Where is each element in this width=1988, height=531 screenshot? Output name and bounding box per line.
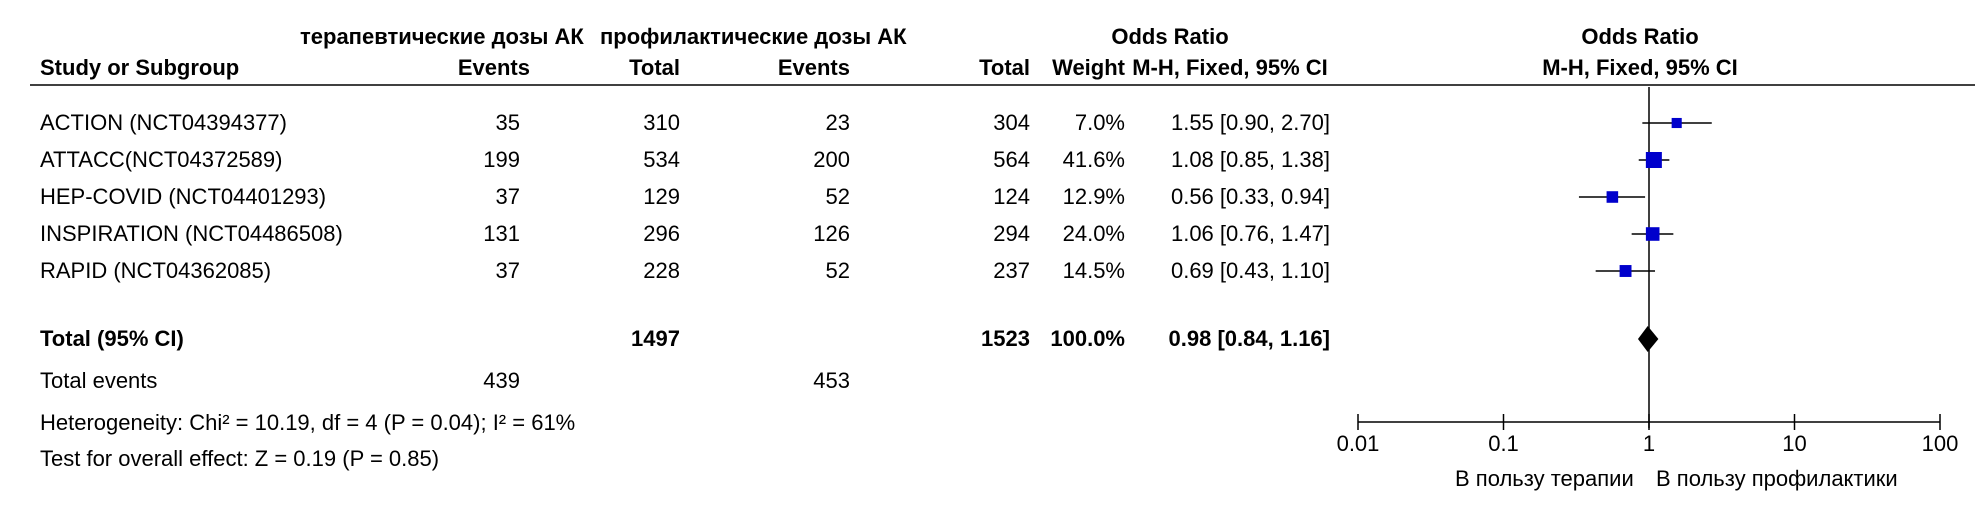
pooled-diamond bbox=[1637, 326, 1659, 352]
events1-cell: 199 bbox=[483, 147, 520, 172]
group1-header: терапевтические дозы АК bbox=[300, 24, 584, 49]
total2-cell: 237 bbox=[993, 258, 1030, 283]
events2-cell: 200 bbox=[813, 147, 850, 172]
weight-cell: 24.0% bbox=[1062, 221, 1125, 246]
events2-cell: 52 bbox=[825, 184, 850, 209]
total-events-label: Total events bbox=[40, 368, 158, 393]
study-header: Study or Subgroup bbox=[40, 55, 240, 80]
or-ci-cell: 1.55 [0.90, 2.70] bbox=[1170, 110, 1330, 135]
total1-cell: 228 bbox=[643, 258, 680, 283]
x-tick-label: 1 bbox=[1643, 431, 1655, 456]
study-name: HEP-COVID (NCT04401293) bbox=[40, 184, 327, 209]
heterogeneity-text: Heterogeneity: Chi² = 10.19, df = 4 (P =… bbox=[40, 410, 576, 435]
study-marker bbox=[1671, 117, 1682, 129]
events1-cell: 37 bbox=[495, 184, 520, 209]
x-tick-label: 0.01 bbox=[1337, 431, 1380, 456]
total1-cell: 129 bbox=[643, 184, 680, 209]
or-plot-subheader: M-H, Fixed, 95% CI bbox=[1542, 55, 1738, 80]
total1-header: Total bbox=[629, 55, 680, 80]
total-label: Total (95% CI) bbox=[40, 326, 184, 351]
weight-cell: 14.5% bbox=[1062, 258, 1125, 283]
or-ci-cell: 1.08 [0.85, 1.38] bbox=[1170, 147, 1330, 172]
or-table-subheader: M-H, Fixed, 95% CI bbox=[1132, 55, 1328, 80]
study-marker bbox=[1645, 152, 1662, 168]
total1-cell: 534 bbox=[643, 147, 680, 172]
or-plot-header: Odds Ratio bbox=[1581, 24, 1699, 49]
total2-cell: 304 bbox=[993, 110, 1030, 135]
total1-cell: 296 bbox=[643, 221, 680, 246]
events2-cell: 52 bbox=[825, 258, 850, 283]
weight-cell: 12.9% bbox=[1062, 184, 1125, 209]
or-ci-cell: 0.69 [0.43, 1.10] bbox=[1170, 258, 1330, 283]
overall-effect-text: Test for overall effect: Z = 0.19 (P = 0… bbox=[40, 446, 440, 471]
study-name: RAPID (NCT04362085) bbox=[40, 258, 272, 283]
x-tick-label: 0.1 bbox=[1488, 431, 1519, 456]
study-marker bbox=[1645, 227, 1660, 241]
or-table-header: Odds Ratio bbox=[1111, 24, 1229, 49]
study-name: ACTION (NCT04394377) bbox=[40, 110, 287, 135]
study-name: INSPIRATION (NCT04486508) bbox=[40, 221, 343, 246]
or-ci-cell: 0.56 [0.33, 0.94] bbox=[1170, 184, 1330, 209]
favours-right-label: В пользу профилактики bbox=[1656, 466, 1898, 491]
total2-cell: 564 bbox=[993, 147, 1030, 172]
weight-cell: 7.0% bbox=[1074, 110, 1125, 135]
total2-header: Total bbox=[979, 55, 1030, 80]
group2-header: профилактические дозы АК bbox=[600, 24, 907, 49]
events1-cell: 35 bbox=[495, 110, 520, 135]
favours-left-label: В пользу терапии bbox=[1455, 466, 1634, 491]
total2-cell: 294 bbox=[993, 221, 1030, 246]
total-weight: 100.0% bbox=[1050, 326, 1125, 351]
study-name: ATTACC(NCT04372589) bbox=[40, 147, 283, 172]
or-ci-cell: 1.06 [0.76, 1.47] bbox=[1170, 221, 1330, 246]
x-tick-label: 100 bbox=[1922, 431, 1959, 456]
weight-header: Weight bbox=[1052, 55, 1125, 80]
events2-header: Events bbox=[777, 55, 850, 80]
total-events1: 439 bbox=[483, 368, 520, 393]
events1-header: Events bbox=[457, 55, 530, 80]
total-ci: 0.98 [0.84, 1.16] bbox=[1168, 326, 1330, 351]
events1-cell: 37 bbox=[495, 258, 520, 283]
total2-cell: 124 bbox=[993, 184, 1030, 209]
events2-cell: 126 bbox=[813, 221, 850, 246]
study-marker bbox=[1619, 265, 1632, 277]
total1-cell: 310 bbox=[643, 110, 680, 135]
x-tick-label: 10 bbox=[1782, 431, 1806, 456]
weight-cell: 41.6% bbox=[1062, 147, 1125, 172]
study-marker bbox=[1606, 191, 1619, 203]
total-n2: 1523 bbox=[981, 326, 1030, 351]
events2-cell: 23 bbox=[825, 110, 850, 135]
total-events2: 453 bbox=[813, 368, 850, 393]
total-n1: 1497 bbox=[631, 326, 680, 351]
events1-cell: 131 bbox=[483, 221, 520, 246]
